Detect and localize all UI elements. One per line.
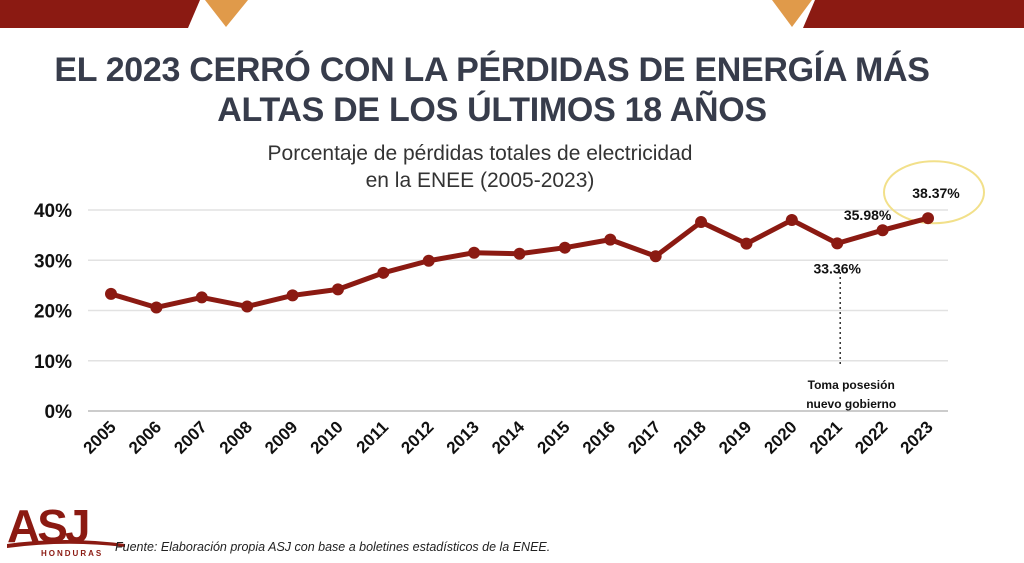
x-tick-label: 2018 <box>670 417 710 457</box>
annotation-line-1: Toma posesión <box>808 378 895 392</box>
banner-right <box>803 0 1024 28</box>
title-line-1: EL 2023 CERRÓ CON LA PÉRDIDAS DE ENERGÍA… <box>54 51 930 89</box>
x-tick-label: 2013 <box>443 417 483 457</box>
chart-title-line-1: Porcentaje de pérdidas totales de electr… <box>267 142 693 165</box>
x-tick-label: 2010 <box>307 417 347 457</box>
data-label: 35.98% <box>844 207 892 223</box>
data-point <box>876 224 889 237</box>
annotation-line-2: nuevo gobierno <box>806 397 896 411</box>
data-point <box>105 287 117 300</box>
triangle-left <box>205 0 248 27</box>
data-point <box>558 241 571 254</box>
top-banner <box>0 0 1024 28</box>
page-title: EL 2023 CERRÓ CON LA PÉRDIDAS DE ENERGÍA… <box>40 50 944 130</box>
data-label: 38.37% <box>912 185 960 201</box>
asj-logo: ASJ HONDURAS <box>5 500 130 558</box>
data-point <box>604 233 617 246</box>
y-tick-label: 20% <box>34 302 72 323</box>
x-tick-label: 2005 <box>80 417 120 457</box>
x-tick-label: 2017 <box>624 417 664 457</box>
triangle-right <box>772 0 812 27</box>
banner-left <box>0 0 200 28</box>
data-point <box>150 301 163 314</box>
highlight-circle <box>883 160 985 225</box>
x-tick-label: 2007 <box>170 417 210 457</box>
data-point <box>286 289 299 302</box>
x-tick-label: 2016 <box>579 417 619 457</box>
x-tick-label: 2009 <box>261 417 301 457</box>
series-line <box>110 215 929 310</box>
data-point <box>513 247 526 260</box>
data-point <box>422 254 435 267</box>
x-tick-label: 2019 <box>715 417 755 457</box>
y-tick-label: 30% <box>34 251 72 272</box>
data-point <box>468 246 481 259</box>
data-point <box>695 216 708 229</box>
line-chart: 0% 10% 20% 30% 40% Toma posesión nuevo gobie… <box>34 160 985 458</box>
x-tick-label: 2011 <box>353 417 393 457</box>
data-point <box>377 266 390 279</box>
x-tick-label: 2006 <box>125 417 165 457</box>
x-tick-label: 2022 <box>851 417 891 457</box>
data-point <box>922 212 934 225</box>
data-point <box>241 300 254 313</box>
svg-text:HONDURAS: HONDURAS <box>41 549 103 558</box>
data-point <box>831 237 844 250</box>
y-tick-label: 10% <box>34 352 72 373</box>
data-label: 33.36% <box>813 260 861 276</box>
y-tick-label: 0% <box>45 402 73 423</box>
source-note: Fuente: Elaboración propia ASJ con base … <box>115 540 551 554</box>
x-tick-label: 2023 <box>897 417 937 457</box>
chart-title: Porcentaje de pérdidas totales de electr… <box>200 140 760 194</box>
chart-title-line-2: en la ENEE (2005-2023) <box>365 169 595 192</box>
x-tick-label: 2014 <box>488 417 529 458</box>
x-tick-label: 2008 <box>216 417 256 457</box>
x-tick-label: 2012 <box>397 417 437 457</box>
data-point <box>195 291 208 304</box>
data-point <box>740 237 753 250</box>
x-tick-label: 2015 <box>534 417 574 457</box>
y-tick-label: 40% <box>34 201 72 222</box>
data-point <box>649 250 662 263</box>
data-point <box>785 214 798 227</box>
data-point <box>331 283 344 296</box>
title-line-2: ALTAS DE LOS ÚLTIMOS 18 AÑOS <box>217 91 767 129</box>
x-tick-label: 2020 <box>760 417 800 457</box>
x-tick-label: 2021 <box>806 417 846 457</box>
